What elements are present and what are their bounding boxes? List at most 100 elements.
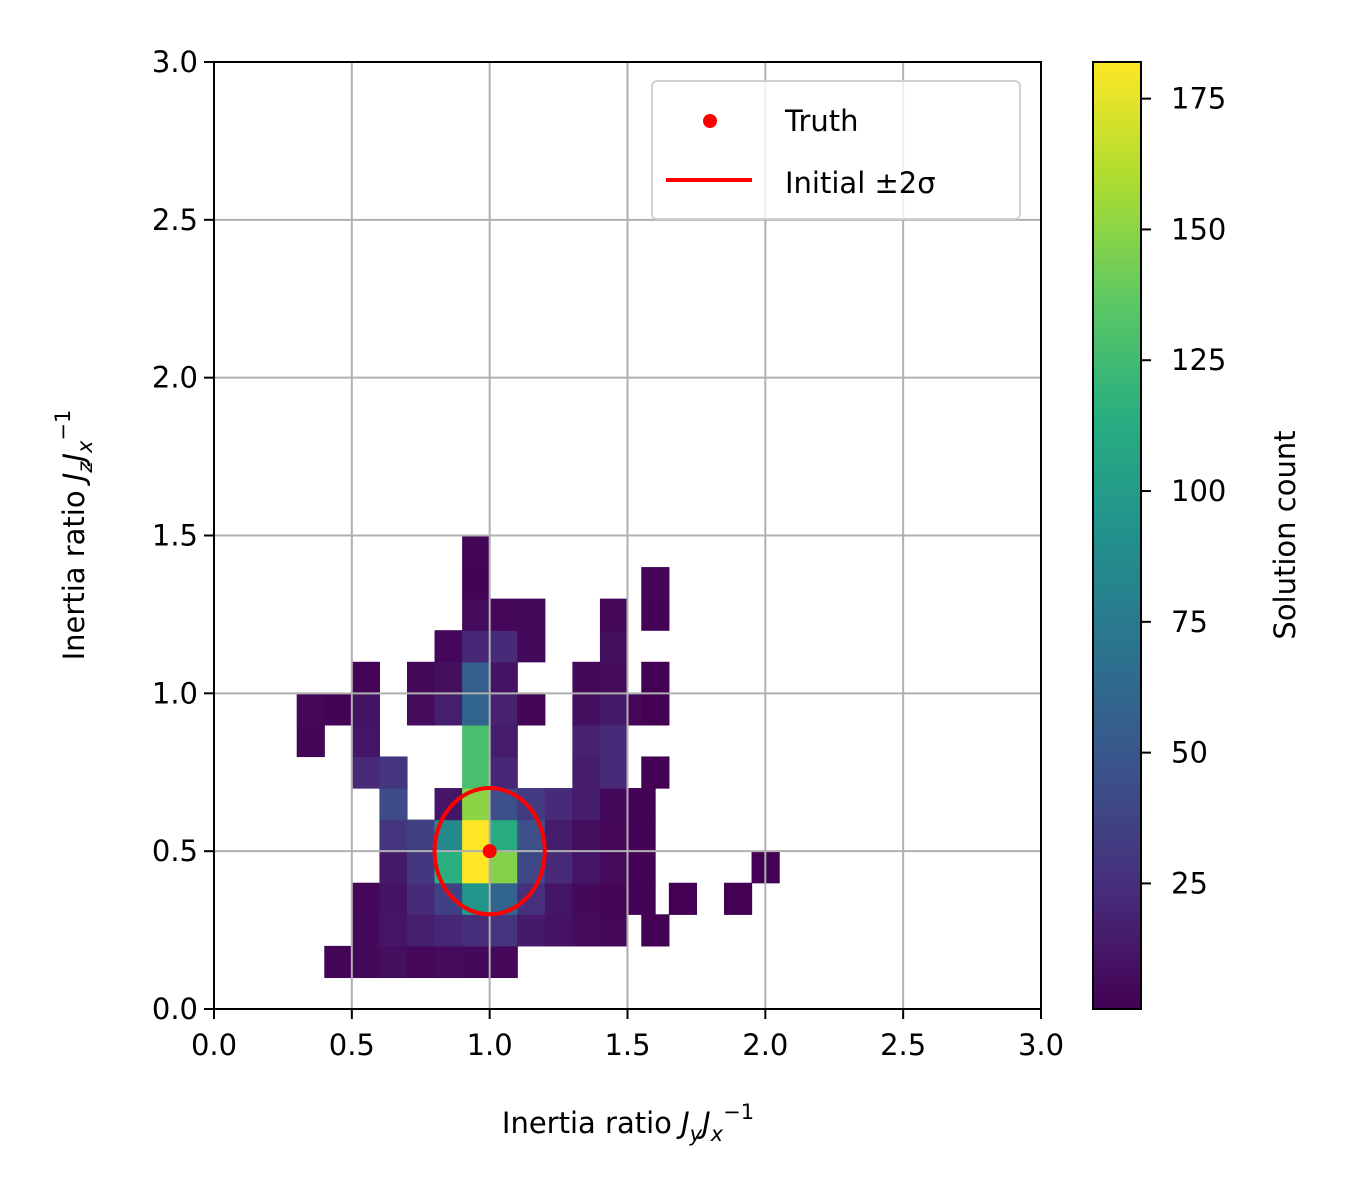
heatmap-cell — [434, 882, 463, 915]
heatmap-cell — [462, 535, 491, 568]
heatmap-cell — [572, 882, 601, 915]
heatmap-cell — [379, 851, 408, 884]
heatmap-cell — [379, 914, 408, 947]
heatmap-cell — [627, 788, 656, 821]
heatmap-cell — [517, 630, 546, 663]
heatmap-cell — [572, 914, 601, 947]
heatmap-cell — [379, 819, 408, 852]
legend-truth-label: Truth — [784, 104, 859, 138]
legend-ellipse-label: Initial ±2σ — [785, 166, 936, 200]
heatmap-cell — [572, 788, 601, 821]
heatmap-cell — [641, 914, 670, 947]
legend: Truth Initial ±2σ — [651, 80, 1021, 220]
legend-box — [651, 80, 1021, 220]
heatmap-cell — [462, 630, 491, 663]
heatmap-cell — [627, 882, 656, 915]
x-tick-label: 3.0 — [1018, 1028, 1064, 1062]
heatmap-cell — [599, 630, 629, 663]
heatmap-cells — [296, 535, 780, 979]
y-axis-ticks: 0.0 0.5 1.0 1.5 2.0 2.5 3.0 — [152, 45, 214, 1026]
heatmap-cell — [517, 914, 546, 947]
heatmap-cell — [641, 598, 670, 631]
x-tick-label: 0.0 — [191, 1028, 237, 1062]
y-tick-label: 1.0 — [152, 676, 198, 710]
x-tick-label: 0.5 — [329, 1028, 375, 1062]
heatmap-cell — [406, 693, 436, 726]
heatmap-cell — [324, 945, 353, 979]
heatmap-cell — [406, 819, 436, 852]
heatmap-cell — [462, 567, 491, 600]
heatmap-cell — [406, 945, 436, 979]
heatmap-cell — [599, 724, 629, 758]
y-tick-label: 2.5 — [152, 203, 198, 237]
y-tick-label: 3.0 — [152, 45, 198, 79]
heatmap-cell — [351, 914, 380, 947]
heatmap-cell — [489, 914, 518, 947]
heatmap-cell — [599, 661, 629, 694]
heatmap-cell — [406, 914, 436, 947]
x-axis-ticks: 0.0 0.5 1.0 1.5 2.0 2.5 3.0 — [191, 1009, 1064, 1062]
y-axis-label: Inertia ratio JzJx−1 — [51, 410, 97, 661]
heatmap-cell — [489, 598, 518, 631]
heatmap-cell — [351, 756, 380, 789]
heatmap-cell — [517, 882, 546, 915]
colorbar-tick-label: 25 — [1171, 866, 1208, 900]
y-tick-label: 2.0 — [152, 361, 198, 395]
heatmap-cell — [641, 693, 670, 726]
heatmap-cell — [517, 788, 546, 821]
heatmap-cell — [599, 914, 629, 947]
x-tick-label: 2.0 — [742, 1028, 788, 1062]
heatmap-cell — [544, 851, 573, 884]
colorbar — [1093, 62, 1141, 1009]
heatmap-cell — [462, 945, 491, 979]
x-tick-label: 2.5 — [880, 1028, 926, 1062]
heatmap-cell — [572, 693, 601, 726]
colorbar-label: Solution count — [1268, 430, 1302, 639]
heatmap-cell — [599, 882, 629, 915]
heatmap-cell — [324, 693, 353, 726]
colorbar-ticks: 25 50 75 100 125 150 175 — [1141, 82, 1226, 900]
heatmap-cell — [517, 693, 546, 726]
heatmap-cell — [489, 851, 518, 884]
heatmap-cell — [434, 788, 463, 821]
heatmap-cell — [351, 882, 380, 915]
heatmap-cell — [351, 724, 380, 758]
heatmap-cell — [572, 661, 601, 694]
heatmap-cell — [462, 914, 491, 947]
heatmap-cell — [379, 756, 408, 789]
heatmap-cell — [406, 882, 436, 915]
heatmap-cell — [489, 693, 518, 726]
heatmap-cell — [351, 661, 380, 694]
x-axis-label: Inertia ratio JyJx−1 — [502, 1100, 754, 1146]
heatmap-cell — [544, 882, 573, 915]
heatmap-cell — [406, 661, 436, 694]
heatmap-cell — [668, 882, 698, 915]
heatmap-cell — [462, 724, 491, 758]
heatmap-cell — [489, 661, 518, 694]
colorbar-frame — [1092, 61, 1142, 1010]
colorbar-tick-label: 125 — [1171, 343, 1226, 377]
heatmap-cell — [379, 882, 408, 915]
colorbar-tick-label: 150 — [1171, 212, 1226, 246]
heatmap-cell — [599, 819, 629, 852]
heatmap-cell — [379, 945, 408, 979]
heatmap-cell — [544, 788, 573, 821]
heatmap-cell — [517, 598, 546, 631]
heatmap-cell — [434, 945, 463, 979]
heatmap-cell — [723, 882, 753, 915]
heatmap-cell — [462, 598, 491, 631]
overlay — [432, 786, 547, 917]
heatmap-cell — [462, 756, 491, 789]
heatmap-cell — [544, 914, 573, 947]
x-tick-label: 1.5 — [604, 1028, 650, 1062]
heatmap-cell — [599, 788, 629, 821]
heatmap-cell — [572, 756, 601, 789]
y-tick-label: 1.5 — [152, 519, 198, 553]
heatmap-cell — [462, 693, 491, 726]
heatmap-cell — [572, 819, 601, 852]
heatmap-cell — [599, 851, 629, 884]
heatmap-cell — [379, 788, 408, 821]
heatmap-cell — [641, 756, 670, 789]
initial-2sigma-ellipse — [432, 786, 547, 917]
heatmap-cell — [434, 630, 463, 663]
